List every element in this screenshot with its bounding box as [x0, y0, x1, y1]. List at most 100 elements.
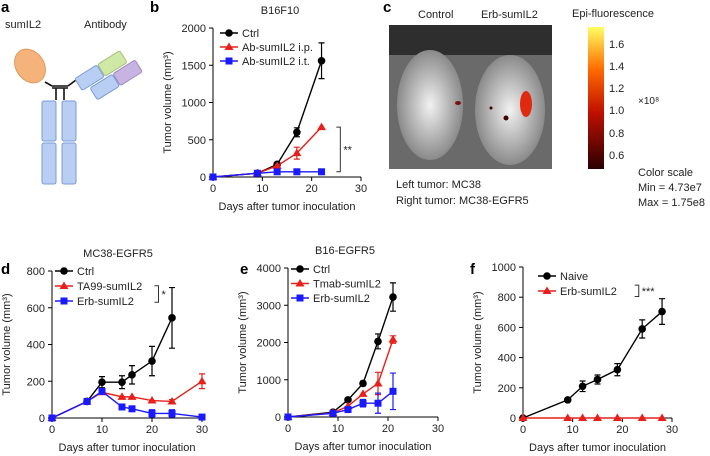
fab-variable-green	[97, 50, 127, 76]
significance-label: ***	[642, 286, 656, 298]
colorbar-tick: 1.6	[609, 39, 624, 51]
triangle-marker	[295, 279, 305, 287]
heavy-chain	[41, 100, 57, 142]
y-tick-label: 800	[27, 266, 45, 278]
square-marker	[253, 169, 261, 177]
triangle-marker	[117, 392, 127, 400]
y-tick-label: 800	[498, 292, 516, 304]
circle-marker	[389, 293, 397, 301]
series-line	[51, 390, 203, 419]
circle-marker	[359, 379, 367, 388]
square-marker	[273, 168, 281, 176]
y-axis-label: Tumor volume (mm³)	[162, 51, 174, 153]
y-tick-label: 0	[275, 412, 281, 424]
legend-label: Ctrl	[313, 264, 330, 276]
x-tick-label: 30	[432, 423, 444, 435]
circle-marker	[543, 272, 551, 280]
y-axis-label: Tumor volume (mm³)	[1, 293, 13, 395]
circle-marker	[374, 337, 382, 346]
y-tick-label: 3000	[257, 300, 281, 312]
fab-heavy	[75, 65, 104, 91]
panel-letter: d	[1, 261, 10, 278]
series-tmab-sumil2	[283, 335, 398, 420]
circle-marker	[293, 128, 301, 137]
square-marker	[198, 413, 206, 421]
panel-letter: f	[470, 261, 476, 278]
colorbar-tick: 1.4	[609, 61, 624, 73]
square-marker	[374, 399, 382, 407]
triangle-marker	[127, 392, 137, 400]
y-tick-label: 1000	[257, 375, 281, 387]
panel-f: f 0 10 20 30 0 200 400 600 800 1000 Days after tumo…	[470, 261, 678, 454]
legend-label: Erb-sumIL2	[560, 286, 617, 298]
triangle-marker	[59, 281, 69, 289]
panel-b: b B16F10 0 10 20 30 0 500 1000 1500 2000 Days after…	[150, 0, 367, 213]
x-tick-label: 30	[196, 424, 208, 436]
square-marker	[98, 387, 106, 395]
y-tick-label: 200	[27, 376, 45, 388]
treated-label: Erb-sumIL2	[481, 9, 538, 21]
y-tick-label: 0	[510, 413, 516, 425]
square-marker	[148, 409, 156, 417]
legend-label: Tmab-sumIL2	[313, 279, 381, 291]
triangle-marker	[272, 161, 282, 169]
colorbar-tick: 0.6	[609, 150, 624, 162]
colorbar-tick: 0.8	[609, 128, 624, 140]
significance-bracket	[336, 126, 341, 173]
circle-marker	[344, 396, 352, 404]
chart-title: MC38-EGFR5	[83, 248, 153, 260]
y-tick-label: 4000	[257, 263, 281, 275]
circle-marker	[593, 375, 602, 384]
y-tick-label: 2000	[182, 23, 206, 35]
triangle-marker	[542, 286, 552, 294]
significance-bracket	[154, 285, 159, 303]
square-marker	[318, 168, 326, 176]
x-tick-label: 10	[96, 424, 108, 436]
square-marker	[389, 387, 397, 395]
control-mouse	[397, 50, 463, 160]
square-marker	[60, 297, 68, 305]
right-tumor-label: Right tumor: MC38-EGFR5	[396, 195, 529, 207]
colorbar	[588, 27, 604, 169]
x-axis-label: Days after tumor inoculation	[219, 201, 356, 213]
colorbar-unit: ×10⁸	[638, 96, 659, 107]
x-axis-label: Days after tumor inoculation	[59, 442, 196, 454]
significance-label: **	[343, 144, 352, 156]
panel-letter: a	[1, 0, 10, 16]
x-tick-label: 10	[567, 424, 579, 436]
y-tick-label: 1000	[182, 98, 206, 110]
square-marker	[118, 403, 126, 411]
triangle-marker	[388, 335, 398, 343]
series-erb-sumil2	[284, 372, 397, 421]
legend-item: Erb-sumIL2	[291, 293, 370, 305]
triangle-marker	[657, 413, 667, 421]
series-line	[51, 380, 203, 419]
y-tick-label: 0	[39, 413, 45, 425]
left-tumor-label: Left tumor: MC38	[396, 179, 481, 191]
hinge	[44, 79, 77, 100]
legend-item: Ab-sumIL2 i.p.	[220, 42, 313, 54]
circle-marker	[563, 396, 572, 404]
significance-label: *	[162, 289, 167, 301]
x-tick-label: 0	[520, 424, 526, 436]
y-tick-label: 200	[498, 383, 516, 395]
x-tick-label: 10	[332, 423, 344, 435]
x-tick-label: 30	[355, 183, 367, 195]
panel-letter: c	[383, 0, 391, 16]
legend-label: Erb-sumIL2	[77, 296, 134, 308]
mouse-image	[389, 25, 552, 169]
color-scale-label: Color scale	[638, 167, 693, 179]
circle-marker	[296, 265, 304, 273]
y-tick-label: 600	[27, 303, 45, 315]
triangle-marker	[373, 378, 383, 387]
legend-label: TA99-sumIL2	[77, 281, 142, 293]
y-tick-label: 0	[200, 172, 206, 184]
legend-item: Ctrl	[291, 264, 330, 276]
triangle-marker	[518, 413, 528, 421]
x-tick-label: 20	[616, 424, 628, 436]
y-tick-label: 400	[498, 353, 516, 365]
x-tick-label: 0	[210, 183, 216, 195]
series-ta99-sumil2	[47, 373, 207, 421]
